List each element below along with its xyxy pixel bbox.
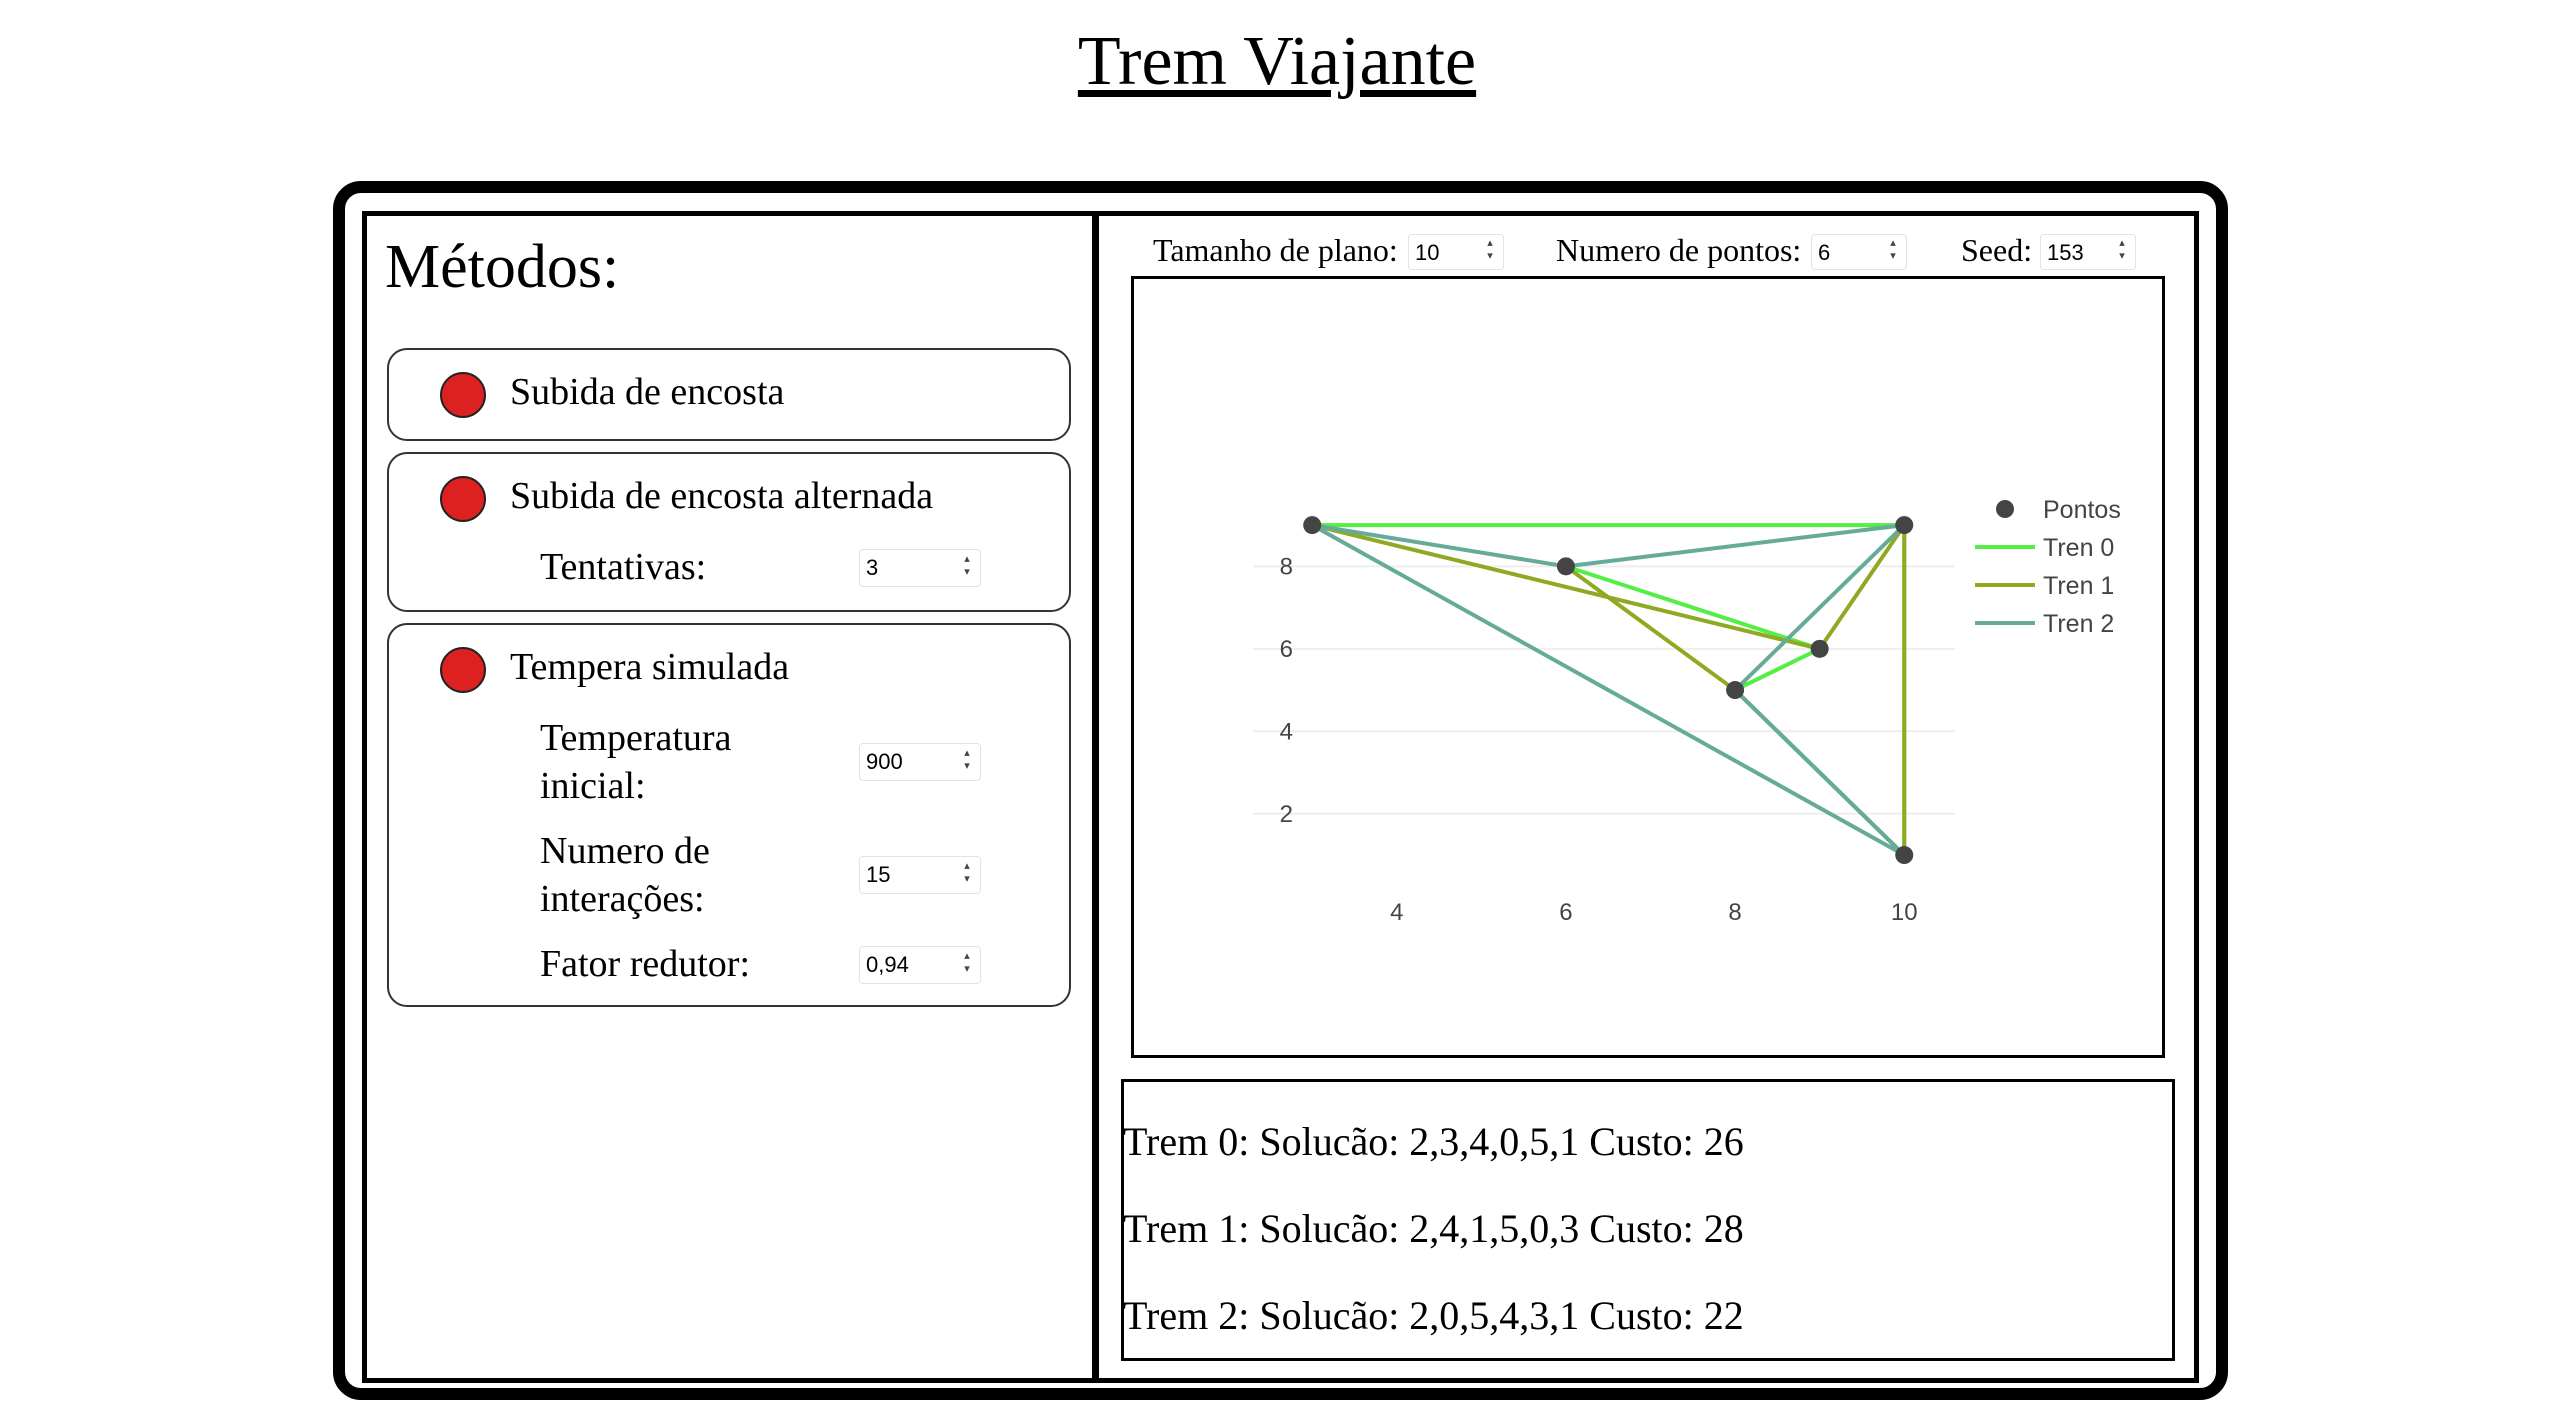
- results-box: [1121, 1079, 2175, 1361]
- hill-climbing-radio[interactable]: [440, 372, 486, 418]
- points-count-input[interactable]: 6 ▴ ▾: [1811, 234, 1907, 270]
- fator-label: Fator redutor:: [540, 943, 751, 985]
- seed-input[interactable]: 153 ▴ ▾: [2040, 234, 2136, 270]
- result-line-tren-2: Trem 2: Solucão: 2,0,5,4,3,1 Custo: 22: [1123, 1293, 1744, 1338]
- points-count-stepper-icon[interactable]: ▴ ▾: [1890, 237, 1896, 262]
- methods-title: Métodos:: [385, 233, 620, 301]
- plane-size-label: Tamanho de plano:: [1153, 232, 1398, 268]
- temperatura-label: Temperatura inicial:: [540, 717, 732, 807]
- tentativas-value: 3: [866, 555, 879, 580]
- simulated-annealing-label: Tempera simulada: [510, 646, 790, 688]
- method-card-simulated-annealing[interactable]: [387, 623, 1071, 1007]
- tentativas-input[interactable]: 3 ▴ ▾: [859, 549, 981, 587]
- page-title: Trem Viajante: [1077, 23, 1477, 100]
- method-card-hill-climbing[interactable]: [387, 348, 1071, 441]
- hill-climbing-label: Subida de encosta: [510, 371, 785, 413]
- plane-size-value: 10: [1415, 240, 1440, 265]
- tentativas-label: Tentativas:: [540, 546, 707, 588]
- temperatura-value: 900: [866, 749, 903, 774]
- points-count-value: 6: [1818, 240, 1831, 265]
- app-frame: [333, 181, 2228, 1400]
- result-line-tren-0: Trem 0: Solucão: 2,3,4,0,5,1 Custo: 26: [1123, 1119, 1744, 1164]
- simulated-annealing-radio[interactable]: [440, 647, 486, 693]
- fator-value: 0,94: [866, 952, 909, 977]
- seed-label: Seed:: [1961, 232, 2033, 268]
- interacoes-input[interactable]: 15 ▴ ▾: [859, 856, 981, 894]
- temperatura-stepper-icon[interactable]: ▴ ▾: [964, 747, 970, 772]
- interacoes-stepper-icon[interactable]: ▴ ▾: [964, 860, 970, 885]
- plane-size-input[interactable]: 10 ▴ ▾: [1408, 234, 1504, 270]
- hill-climbing-alt-radio[interactable]: [440, 476, 486, 522]
- seed-value: 153: [2047, 240, 2084, 265]
- fator-input[interactable]: 0,94 ▴ ▾: [859, 946, 981, 984]
- chart-container[interactable]: [1131, 276, 2165, 1058]
- plane-size-stepper-icon[interactable]: ▴ ▾: [1487, 237, 1493, 262]
- temperatura-input[interactable]: 900 ▴ ▾: [859, 743, 981, 781]
- interacoes-label: Numero de interações:: [540, 830, 710, 920]
- result-line-tren-1: Trem 1: Solucão: 2,4,1,5,0,3 Custo: 28: [1123, 1206, 1744, 1251]
- method-card-hill-climbing-alt[interactable]: [387, 452, 1071, 612]
- app-inner-frame: [362, 211, 2199, 1383]
- tentativas-stepper-icon[interactable]: ▴ ▾: [964, 553, 970, 578]
- fator-stepper-icon[interactable]: ▴ ▾: [964, 950, 970, 975]
- seed-stepper-icon[interactable]: ▴ ▾: [2119, 237, 2125, 262]
- panel-divider: [1092, 211, 1099, 1383]
- points-count-label: Numero de pontos:: [1556, 232, 1802, 268]
- hill-climbing-alt-label: Subida de encosta alternada: [510, 475, 934, 517]
- interacoes-value: 15: [866, 862, 891, 887]
